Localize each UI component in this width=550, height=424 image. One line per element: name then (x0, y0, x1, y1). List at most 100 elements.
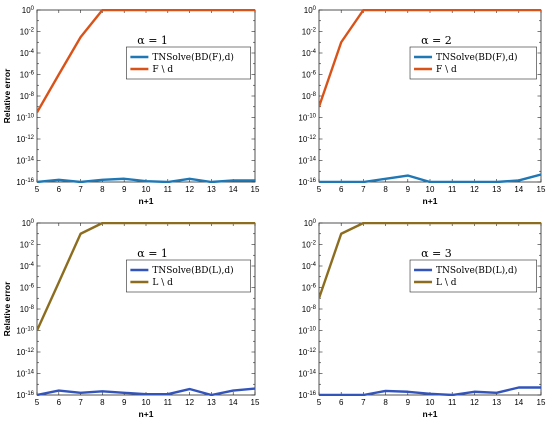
y-tick-label: 10-8 (20, 92, 35, 101)
x-tick-label: 11 (448, 398, 457, 407)
y-tick-label: 100 (304, 219, 317, 228)
legend-label-1: TNSolve(BD(F),d) (436, 52, 518, 63)
x-tick-label: 14 (514, 398, 523, 407)
x-tick-label: 15 (251, 398, 260, 407)
legend: TNSolve(BD(F),d) F \ d (409, 46, 537, 80)
legend-label-1: TNSolve(BD(L),d) (436, 265, 517, 276)
series-line-1 (37, 387, 255, 396)
y-tick-label: 100 (22, 219, 35, 228)
x-tick-label: 5 (317, 398, 322, 407)
y-tick-label: 10-4 (302, 49, 317, 58)
legend-label-1: TNSolve(BD(L),d) (152, 265, 233, 276)
x-tick-label: 9 (406, 398, 411, 407)
y-tick-label: 10-4 (302, 262, 317, 271)
y-tick-label: 10-2 (20, 28, 35, 37)
x-tick-label: 13 (492, 398, 501, 407)
x-tick-label: 15 (251, 185, 260, 194)
y-tick-label: 10-2 (302, 28, 317, 37)
x-tick-label: 6 (57, 398, 62, 407)
x-tick-label: 6 (339, 185, 344, 194)
legend-box (126, 259, 251, 293)
y-tick-label: 10-4 (20, 262, 35, 271)
y-tick-label: 10-4 (20, 49, 35, 58)
chart-panel-3: 10-16 10-14 10-12 10-10 10-8 10-6 10-4 10-2 100 5… (2, 219, 260, 419)
y-tick-label: 10-2 (302, 241, 317, 250)
y-tick-label: 10-6 (20, 284, 35, 293)
y-tick-label: 10-6 (302, 284, 317, 293)
y-axis-label: Relative error (2, 68, 12, 123)
x-axis-label: n+1 (139, 409, 154, 419)
x-tick-label: 8 (100, 185, 105, 194)
y-tick-label: 10-14 (298, 370, 316, 379)
legend-box (409, 259, 537, 293)
legend: TNSolve(BD(L),d) L \ d (409, 259, 537, 293)
x-tick-label: 5 (35, 185, 40, 194)
x-axis-label: n+1 (139, 196, 154, 206)
legend: TNSolve(BD(L),d) L \ d (126, 259, 251, 293)
y-tick-label: 10-10 (16, 327, 34, 336)
legend-label-2: F \ d (436, 65, 457, 75)
alpha-annotation: α = 1 (137, 34, 168, 47)
series-line-1 (319, 386, 541, 396)
x-tick-label: 9 (406, 185, 411, 194)
alpha-annotation: α = 1 (137, 247, 168, 260)
x-tick-label: 6 (57, 185, 62, 194)
y-tick-label: 100 (304, 6, 317, 15)
x-tick-label: 14 (229, 398, 238, 407)
x-tick-label: 13 (492, 185, 501, 194)
x-tick-label: 10 (426, 398, 435, 407)
x-tick-label: 11 (164, 398, 173, 407)
y-tick-label: 10-8 (20, 305, 35, 314)
x-tick-label: 15 (537, 185, 546, 194)
x-axis-label: n+1 (423, 196, 438, 206)
y-tick-label: 10-6 (302, 71, 317, 80)
y-tick-label: 10-10 (298, 114, 316, 123)
x-tick-label: 12 (470, 398, 479, 407)
y-tick-label: 10-14 (16, 157, 34, 166)
series-line-2 (37, 9, 255, 113)
y-tick-label: 10-8 (302, 92, 317, 101)
chart-panel-4: 10-16 10-14 10-12 10-10 10-8 10-6 10-4 10-2 100 5… (298, 219, 546, 419)
x-tick-label: 9 (122, 398, 127, 407)
series-line-2 (37, 222, 255, 331)
x-tick-label: 12 (185, 398, 194, 407)
x-tick-label: 8 (100, 398, 105, 407)
y-axis-label: Relative error (2, 281, 12, 336)
y-tick-label: 10-16 (298, 178, 316, 187)
x-tick-label: 9 (122, 185, 127, 194)
legend-label-2: F \ d (152, 65, 173, 75)
y-tick-label: 10-16 (16, 391, 34, 400)
legend-label-2: L \ d (152, 278, 173, 288)
series-line-2 (319, 9, 541, 108)
x-tick-label: 7 (361, 398, 366, 407)
y-tick-label: 10-14 (298, 157, 316, 166)
series-line-1 (37, 177, 255, 183)
x-tick-label: 8 (383, 185, 388, 194)
x-tick-label: 10 (426, 185, 435, 194)
y-tick-label: 10-6 (20, 71, 35, 80)
x-tick-label: 14 (229, 185, 238, 194)
y-tick-label: 10-12 (298, 348, 316, 357)
legend-box (126, 46, 251, 80)
alpha-annotation: α = 2 (421, 34, 452, 47)
x-tick-label: 10 (142, 185, 151, 194)
y-tick-label: 10-12 (16, 135, 34, 144)
legend-box (409, 46, 537, 80)
x-tick-label: 5 (35, 398, 40, 407)
y-tick-label: 10-16 (16, 178, 34, 187)
series-line-2 (319, 222, 541, 299)
chart-panel-1: 10-16 10-14 10-12 10-10 10-8 10-6 10-4 10-2 100 5… (2, 6, 260, 206)
x-axis-label: n+1 (423, 409, 438, 419)
x-tick-label: 7 (361, 185, 366, 194)
y-tick-label: 100 (22, 6, 35, 15)
y-tick-label: 10-10 (298, 327, 316, 336)
y-tick-label: 10-8 (302, 305, 317, 314)
x-tick-label: 11 (164, 185, 173, 194)
x-tick-label: 15 (537, 398, 546, 407)
x-tick-label: 10 (142, 398, 151, 407)
y-tick-label: 10-12 (16, 348, 34, 357)
y-tick-label: 10-14 (16, 370, 34, 379)
x-tick-label: 6 (339, 398, 344, 407)
series-line-1 (319, 173, 541, 183)
x-tick-label: 13 (207, 185, 216, 194)
